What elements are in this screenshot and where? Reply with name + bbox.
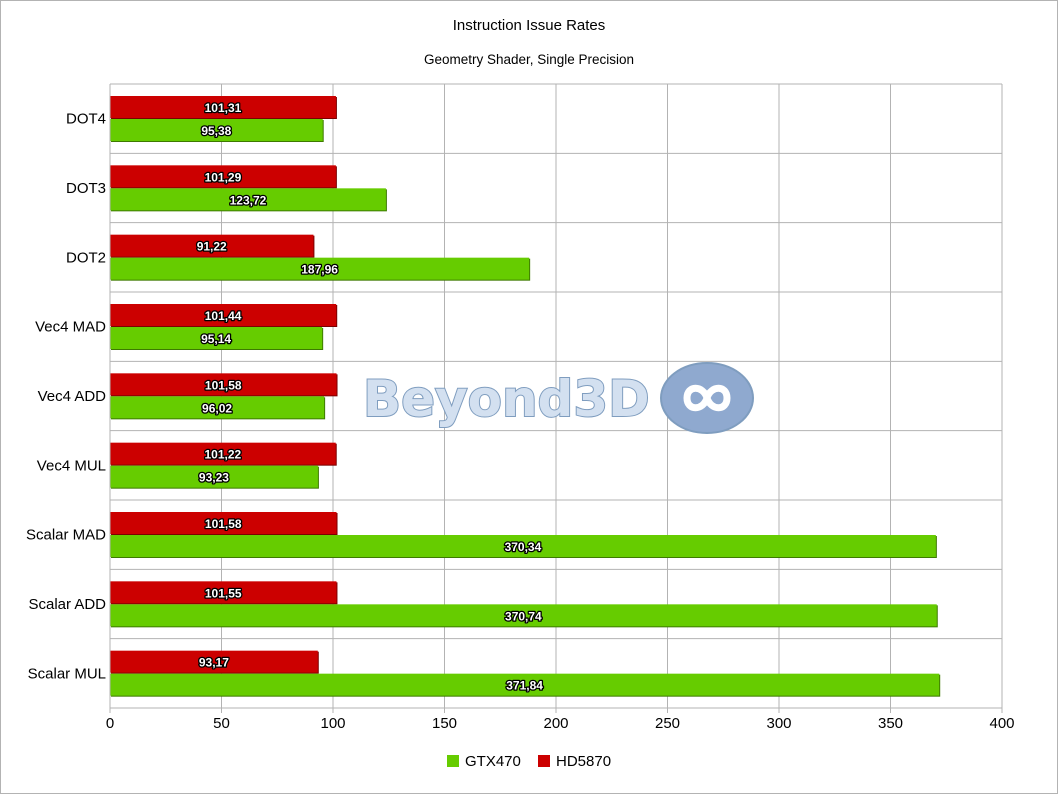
bar-hd5870	[110, 442, 336, 465]
data-label-hd5870: 101,44	[205, 309, 242, 323]
category-label: DOT4	[66, 111, 106, 128]
bar-gtx470	[110, 465, 318, 488]
data-label-gtx470: 370,74	[505, 609, 542, 623]
x-tick-label: 300	[766, 715, 791, 732]
legend: GTX470 HD5870	[447, 753, 611, 770]
data-label-gtx470: 123,72	[230, 193, 267, 207]
category-label: Scalar MAD	[26, 527, 106, 544]
beyond3d-watermark-logo: Beyond3D	[362, 362, 754, 434]
bar-hd5870	[110, 373, 337, 396]
category-label: DOT2	[66, 249, 106, 266]
bar-hd5870	[110, 512, 337, 534]
data-label-gtx470: 96,02	[202, 401, 232, 415]
legend-swatch	[447, 755, 459, 767]
bar-gtx470	[110, 188, 386, 211]
data-label-hd5870: 93,17	[199, 656, 229, 670]
data-label-gtx470: 187,96	[301, 263, 338, 277]
legend-label: GTX470	[465, 753, 521, 770]
category-label: Vec4 ADD	[38, 388, 107, 405]
legend-label: HD5870	[556, 753, 611, 770]
bar-hd5870	[110, 304, 337, 326]
watermark-text: Beyond3D	[363, 370, 650, 428]
data-label-gtx470: 371,84	[506, 679, 543, 693]
x-tick-label: 150	[432, 715, 457, 732]
x-tick-label: 250	[655, 715, 680, 732]
bar-hd5870	[110, 234, 314, 257]
data-label-hd5870: 101,55	[205, 586, 242, 600]
bar-gtx470	[110, 327, 323, 349]
bar-hd5870	[110, 581, 337, 604]
x-tick-label: 50	[213, 715, 230, 732]
data-label-hd5870: 101,58	[205, 378, 242, 392]
data-label-hd5870: 101,31	[205, 101, 242, 115]
bar-hd5870	[110, 165, 336, 188]
bar-gtx470	[110, 604, 937, 627]
category-label: Scalar ADD	[28, 596, 106, 613]
category-label: Scalar MUL	[28, 665, 106, 682]
bar-hd5870	[110, 650, 318, 673]
bar-gtx470	[110, 257, 530, 280]
data-label-gtx470: 95,14	[201, 332, 231, 346]
bar-gtx470	[110, 396, 325, 419]
data-label-hd5870: 101,58	[205, 517, 242, 531]
watermark-infinity-icon	[683, 384, 731, 412]
data-label-hd5870: 91,22	[197, 240, 227, 254]
x-tick-label: 400	[989, 715, 1014, 732]
data-label-gtx470: 370,34	[505, 540, 542, 554]
chart-title: Instruction Issue Rates	[452, 17, 606, 34]
data-label-gtx470: 93,23	[199, 471, 229, 485]
data-label-hd5870: 101,22	[205, 448, 242, 462]
data-label-gtx470: 95,38	[201, 124, 231, 138]
category-label: Vec4 MAD	[35, 319, 106, 336]
x-tick-label: 200	[543, 715, 568, 732]
bar-gtx470	[110, 119, 323, 141]
bar-hd5870	[110, 96, 336, 118]
category-label: DOT3	[66, 180, 106, 197]
x-tick-label: 100	[320, 715, 345, 732]
bar-gtx470	[110, 535, 936, 557]
bar-gtx470	[110, 673, 940, 696]
x-tick-label: 0	[106, 715, 114, 732]
x-tick-label: 350	[878, 715, 903, 732]
data-label-hd5870: 101,29	[205, 170, 242, 184]
chart-subtitle: Geometry Shader, Single Precision	[423, 52, 635, 67]
legend-swatch	[538, 755, 550, 767]
category-label: Vec4 MUL	[37, 457, 106, 474]
